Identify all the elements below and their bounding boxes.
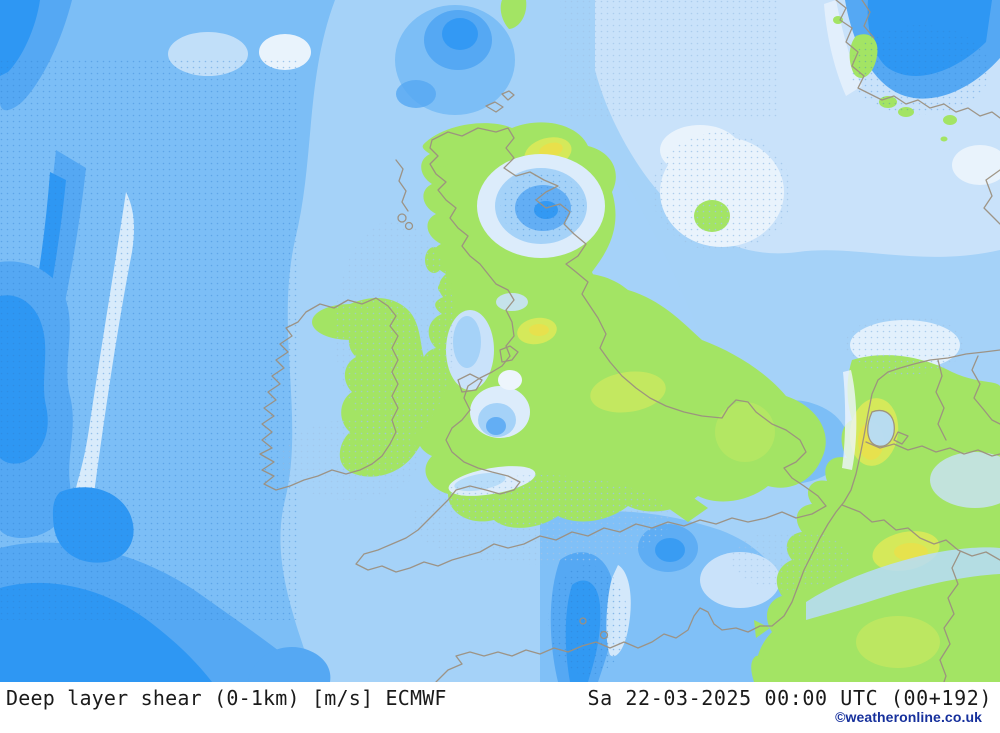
shear-maxima-layer	[517, 137, 940, 668]
valid-time: Sa 22-03-2025 00:00 UTC (00+192)	[587, 686, 992, 710]
map-title: Deep layer shear (0-1km) [m/s] ECMWF	[6, 686, 447, 710]
stipple-layer	[0, 0, 990, 675]
shear-map-canvas	[0, 0, 1000, 682]
copyright: ©weatheronline.co.uk	[835, 709, 982, 725]
weather-map	[0, 0, 1000, 682]
coastline-layer	[259, 0, 1000, 682]
footer-bar: Deep layer shear (0-1km) [m/s] ECMWF Sa …	[0, 682, 1000, 733]
